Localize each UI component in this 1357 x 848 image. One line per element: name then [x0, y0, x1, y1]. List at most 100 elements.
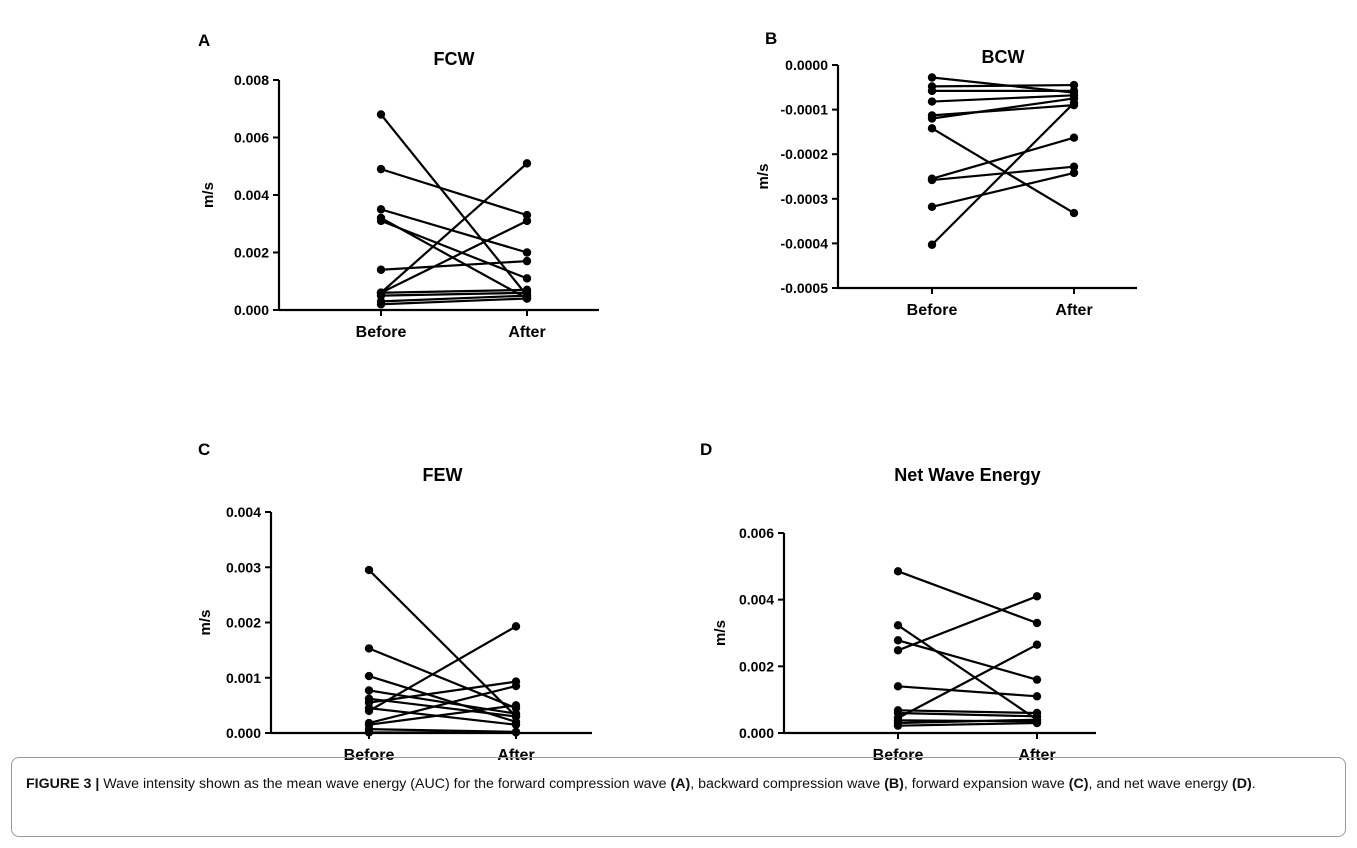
x-tick-label: After: [497, 747, 534, 764]
data-point: [893, 636, 903, 645]
chart-title: Net Wave Energy: [894, 465, 1040, 485]
data-point: [364, 644, 374, 653]
data-point: [376, 300, 386, 309]
x-tick-label: Before: [356, 324, 407, 341]
series-line: [897, 721, 1038, 727]
y-tick-label: 0.003: [226, 559, 261, 575]
series-line: [897, 685, 1038, 698]
series-line: [368, 625, 517, 712]
data-point: [927, 73, 937, 82]
series-line: [380, 168, 528, 217]
series-line: [368, 647, 517, 710]
series-line: [368, 680, 517, 704]
series-line: [380, 113, 528, 297]
data-point: [364, 706, 374, 716]
panel-letter: C: [198, 440, 210, 459]
series-line: [368, 697, 517, 718]
data-point: [1069, 162, 1079, 171]
caption-panel-ref: (B): [884, 776, 904, 792]
panel-letter: D: [700, 440, 712, 459]
data-point: [522, 248, 532, 257]
y-tick-label: 0.000: [739, 725, 774, 741]
caption-label: FIGURE 3 |: [26, 776, 100, 792]
data-point: [376, 291, 386, 300]
data-point: [893, 621, 903, 630]
data-point: [376, 164, 386, 174]
panel-letter: B: [765, 29, 777, 48]
y-axis-label: m/s: [197, 610, 214, 636]
y-tick-label: 0.006: [234, 130, 269, 146]
data-point: [1069, 98, 1079, 108]
data-point: [511, 728, 521, 737]
series-line: [380, 219, 528, 294]
series-line: [931, 136, 1075, 180]
series-line: [897, 595, 1038, 652]
chart-title: BCW: [982, 47, 1025, 67]
series-line: [380, 297, 528, 306]
series-line: [931, 83, 1075, 88]
caption-fragment: , backward compression wave: [690, 776, 885, 792]
series-line: [380, 219, 528, 280]
series-line: [931, 97, 1075, 120]
series-line: [380, 291, 528, 297]
caption-fragment: .: [1251, 776, 1256, 792]
caption-text: Wave intensity shown as the mean wave en…: [99, 776, 1255, 792]
y-tick-label: 0.004: [234, 187, 269, 203]
series-line: [931, 104, 1075, 117]
series-line: [897, 643, 1038, 719]
y-tick-label: 0.000: [226, 725, 261, 741]
x-tick-label: After: [508, 324, 545, 341]
data-point: [376, 110, 386, 119]
y-axis-label: m/s: [200, 182, 217, 208]
caption-panel-ref: (A): [670, 776, 691, 792]
series-line: [368, 684, 517, 725]
caption-fragment: , forward expansion wave: [903, 776, 1069, 792]
series-line: [931, 94, 1075, 103]
data-point: [893, 721, 903, 730]
data-point: [364, 671, 374, 681]
data-point: [511, 622, 521, 631]
caption-panel-ref: (D): [1231, 776, 1252, 792]
series-line: [897, 624, 1038, 721]
data-point: [893, 682, 903, 691]
y-tick-label: -0.0002: [781, 146, 829, 162]
data-point: [1032, 640, 1042, 649]
y-tick-label: -0.0005: [781, 280, 829, 296]
data-point: [927, 86, 937, 96]
chart-title: FEW: [423, 465, 463, 485]
y-tick-label: 0.0000: [785, 57, 828, 73]
x-tick-label: Before: [873, 747, 924, 764]
y-tick-label: 0.004: [226, 504, 261, 520]
series-line: [368, 689, 517, 715]
data-point: [522, 294, 532, 303]
data-point: [927, 175, 937, 185]
series-line: [368, 707, 517, 726]
y-tick-label: 0.001: [226, 670, 261, 686]
data-point: [376, 265, 386, 274]
data-point: [927, 202, 937, 212]
y-axis-label: m/s: [712, 620, 729, 646]
data-point: [376, 216, 386, 226]
y-tick-label: 0.000: [234, 302, 269, 318]
series-line: [380, 260, 528, 271]
data-point: [1069, 208, 1079, 218]
series-line: [897, 570, 1038, 625]
y-tick-label: 0.002: [226, 615, 261, 631]
y-tick-label: -0.0001: [781, 102, 829, 118]
x-tick-label: Before: [344, 747, 395, 764]
figure-caption: FIGURE 3 | Wave intensity shown as the m…: [11, 757, 1346, 837]
data-point: [1032, 592, 1042, 601]
data-point: [927, 97, 937, 106]
x-tick-label: After: [1055, 302, 1092, 319]
series-line: [931, 171, 1075, 208]
data-point: [1069, 80, 1079, 90]
series-line: [897, 639, 1038, 681]
x-tick-label: After: [1018, 747, 1055, 764]
series-line: [368, 704, 517, 726]
series-line: [380, 162, 528, 294]
data-point: [522, 159, 532, 168]
y-axis-label: m/s: [755, 164, 772, 190]
caption-panel-ref: (C): [1068, 776, 1089, 792]
x-tick-label: Before: [907, 302, 958, 319]
